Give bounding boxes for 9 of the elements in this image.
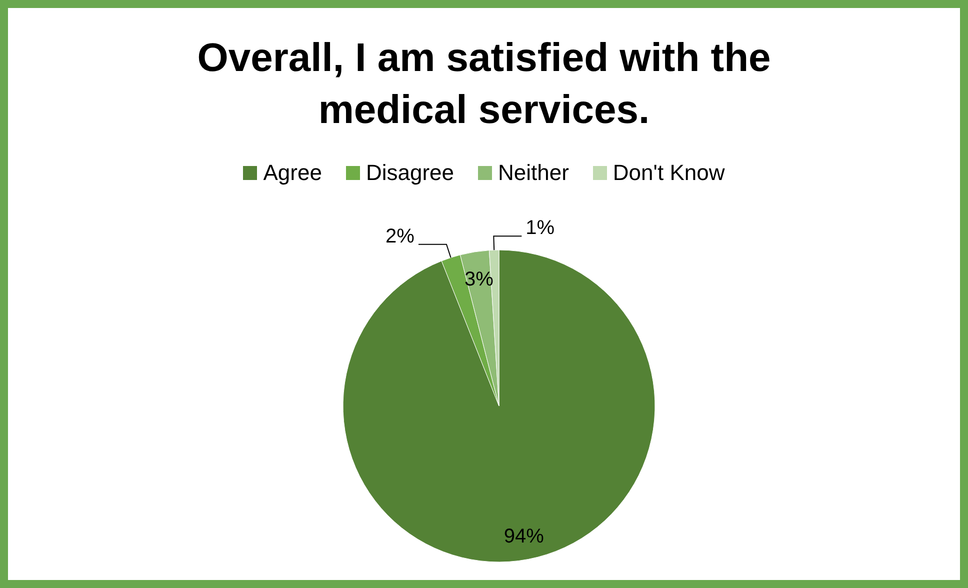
legend-label: Don't Know — [612, 160, 725, 186]
data-label: 94% — [504, 525, 544, 548]
data-label: 1% — [526, 217, 555, 240]
legend-label: Neither — [498, 160, 569, 186]
legend-label: Disagree — [366, 160, 454, 186]
chart-title: Overall, I am satisfied with the medical services. — [196, 35, 772, 134]
legend-label: Agree — [263, 160, 322, 186]
pie-slice — [342, 250, 656, 562]
data-label: 2% — [386, 225, 415, 248]
